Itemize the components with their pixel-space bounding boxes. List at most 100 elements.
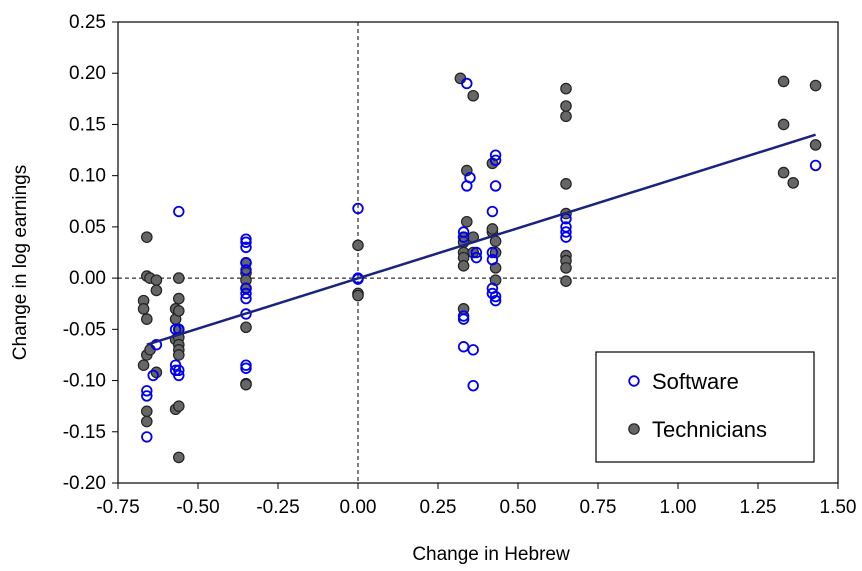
data-point-software xyxy=(560,231,572,243)
data-point-technicians xyxy=(809,139,822,151)
data-point-software xyxy=(352,202,364,215)
data-point-software xyxy=(457,341,470,353)
y-tick-label: 0.20 xyxy=(69,63,106,84)
data-point-software xyxy=(457,313,470,325)
data-point-technicians xyxy=(173,272,185,284)
data-point-technicians xyxy=(467,89,479,102)
data-point-technicians xyxy=(486,223,499,235)
data-point-software xyxy=(141,390,153,402)
y-tick-label: 0.10 xyxy=(69,166,106,187)
y-tick-label: 0.25 xyxy=(69,12,106,33)
fit-line xyxy=(146,133,816,346)
data-point-technicians xyxy=(173,400,185,412)
data-point-software xyxy=(470,246,483,259)
x-tick-label: -0.75 xyxy=(96,497,139,518)
data-point-technicians xyxy=(560,275,572,287)
x-tick-label: 1.00 xyxy=(660,497,697,518)
data-point-technicians xyxy=(777,118,790,131)
data-point-software xyxy=(486,253,499,266)
data-point-software xyxy=(461,77,473,90)
data-point-technicians xyxy=(141,415,153,428)
legend-marker-software xyxy=(628,375,640,387)
data-point-software xyxy=(240,257,252,269)
data-point-technicians xyxy=(560,82,572,95)
data-point-technicians xyxy=(150,284,163,297)
data-point-technicians xyxy=(777,166,790,179)
data-point-technicians xyxy=(560,262,572,274)
data-point-software xyxy=(489,294,502,307)
data-point-software xyxy=(457,226,470,238)
data-point-technicians xyxy=(137,303,150,315)
data-point-software xyxy=(240,236,252,248)
data-point-software xyxy=(141,385,153,397)
data-point-technicians xyxy=(777,75,790,88)
x-tick-label: 0.25 xyxy=(420,497,457,518)
data-point-software xyxy=(464,172,476,184)
data-point-technicians xyxy=(787,177,799,189)
y-tick-label: -0.20 xyxy=(63,473,106,494)
y-tick-label: -0.10 xyxy=(63,371,106,392)
data-point-software xyxy=(240,241,252,254)
data-point-software xyxy=(467,379,479,392)
data-point-technicians xyxy=(173,451,185,464)
legend-box xyxy=(595,351,815,463)
x-axis-label: Change in Hebrew xyxy=(412,544,570,565)
data-point-software xyxy=(809,159,822,172)
legend-marker-technicians xyxy=(628,423,640,435)
data-point-software xyxy=(173,205,185,218)
data-point-software xyxy=(489,290,502,303)
data-point-software xyxy=(489,180,502,192)
data-point-software xyxy=(486,287,499,300)
data-point-technicians xyxy=(150,274,163,286)
x-tick-label: -0.50 xyxy=(176,497,219,518)
data-point-technicians xyxy=(809,79,822,92)
data-point-technicians xyxy=(141,405,153,418)
x-tick-label: 0.75 xyxy=(580,497,617,518)
data-point-software xyxy=(150,339,163,351)
data-point-software xyxy=(240,362,252,374)
data-point-technicians xyxy=(560,100,572,112)
data-point-technicians xyxy=(560,178,572,190)
data-point-technicians xyxy=(137,359,150,371)
data-point-software xyxy=(240,292,252,305)
data-point-technicians xyxy=(141,231,153,243)
legend-label-technicians: Technicians xyxy=(652,417,767,442)
data-point-technicians xyxy=(352,289,364,302)
data-point-software xyxy=(489,154,502,167)
data-point-software xyxy=(560,226,572,238)
data-point-technicians xyxy=(173,292,185,305)
data-point-software xyxy=(169,323,182,336)
data-point-technicians xyxy=(457,260,470,272)
data-point-software xyxy=(240,264,252,276)
data-point-software xyxy=(467,344,479,356)
legend: Software Technicians xyxy=(595,351,815,463)
data-point-software xyxy=(457,231,470,243)
x-tick-label: 1.50 xyxy=(820,497,857,518)
y-tick-label: -0.15 xyxy=(63,422,106,443)
y-tick-label: 0.00 xyxy=(69,268,106,289)
data-point-technicians xyxy=(173,305,185,317)
data-point-software xyxy=(173,364,185,377)
data-point-technicians xyxy=(460,215,473,228)
legend-label-software: Software xyxy=(652,369,739,394)
x-tick-label: -0.25 xyxy=(256,497,299,518)
y-axis-label: Change in log earnings xyxy=(10,165,31,360)
plot-border xyxy=(117,21,839,484)
data-point-technicians xyxy=(240,321,252,334)
data-point-software xyxy=(486,205,499,218)
data-point-software xyxy=(470,251,483,264)
data-point-technicians xyxy=(240,378,252,391)
x-tick-label: 0.00 xyxy=(340,497,377,518)
data-point-technicians xyxy=(141,313,153,325)
data-point-technicians xyxy=(560,110,572,123)
y-tick-label: -0.05 xyxy=(63,319,106,340)
y-tick-label: 0.15 xyxy=(69,114,106,135)
y-tick-label: 0.05 xyxy=(69,217,106,238)
data-point-technicians xyxy=(352,239,364,252)
data-point-software xyxy=(147,369,159,382)
data-point-software xyxy=(486,246,499,259)
series-software xyxy=(141,77,822,443)
plot-area: -0.75 -0.50 -0.25 0.00 0.25 0.50 0.75 1.00 1.25 1… xyxy=(10,12,856,565)
x-tick-label: 1.25 xyxy=(740,497,777,518)
